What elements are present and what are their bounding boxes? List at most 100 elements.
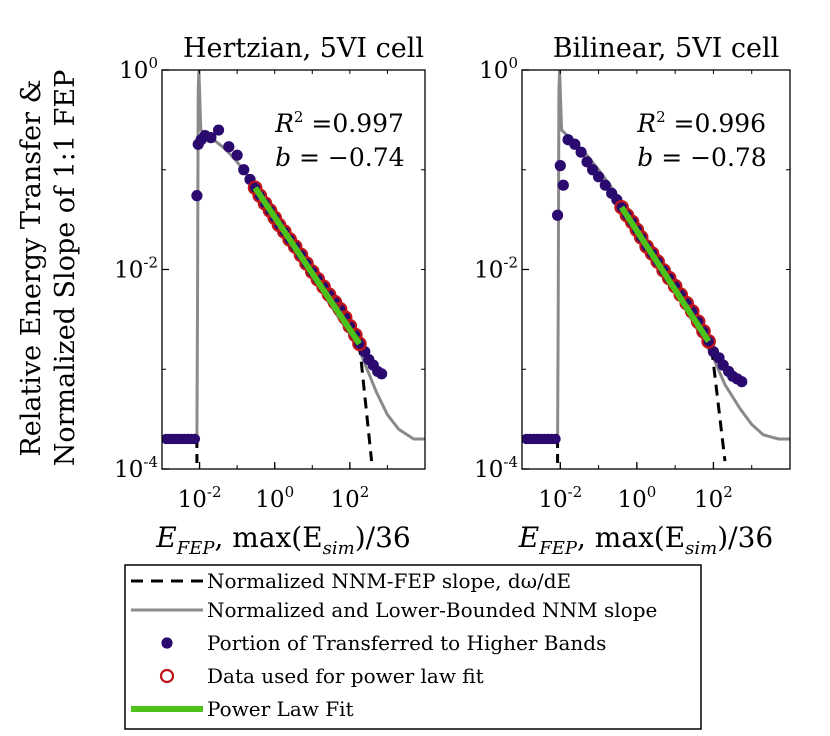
data-point-transferred [551, 209, 564, 221]
x-tick-label-base: 10 [538, 487, 567, 513]
legend-item-circle: Data used for power law fit [159, 664, 484, 688]
y-tick-label: 10-2 [114, 254, 158, 284]
x-axis-label-sub1: FEP [538, 538, 578, 559]
fit-data-point [352, 336, 367, 352]
data-point-transferred [205, 132, 217, 144]
x-axis-label: EFEP, max(Esim)/36 [518, 521, 773, 559]
data-point-transferred [592, 171, 605, 183]
legend-label: Normalized and Lower-Bounded NNM slope [207, 598, 657, 622]
legend-dot-symbol [161, 637, 173, 649]
power-law-fit-line [252, 186, 362, 346]
fit-data-point [262, 203, 278, 218]
y-axis-label: Relative Energy Transfer & Normalized Sl… [16, 70, 81, 467]
x-axis-label-mid: , max(E [577, 521, 685, 554]
b-symbol: b [637, 143, 653, 172]
x-tick-label: 100 [255, 483, 294, 513]
data-point-floor [550, 433, 561, 445]
y-tick-label-base: 10 [479, 58, 508, 84]
y-tick-label: 100 [479, 54, 518, 84]
data-point-transferred [581, 156, 593, 168]
data-point-transferred [599, 179, 611, 191]
y-tick-label-exponent: -2 [143, 254, 158, 272]
legend-item-dot: Portion of Transferred to Higher Bands [161, 631, 606, 655]
x-tick-label: 102 [330, 483, 369, 513]
legend-label: Portion of Transferred to Higher Bands [207, 631, 606, 655]
x-axis-label-sub2: sim [323, 538, 355, 559]
legend: Normalized NNM-FEP slope, dω/dE Normalize… [124, 564, 702, 730]
y-tick-label-base: 10 [474, 258, 503, 284]
exponent-annotation: b = −0.74 [275, 143, 404, 172]
y-tick-label: 10-4 [474, 453, 518, 483]
data-point-transferred [569, 138, 581, 150]
y-tick-label-exponent: 0 [508, 54, 518, 72]
chart-title: Hertzian, 5VI cell [183, 33, 424, 64]
y-axis-label-line1: Relative Energy Transfer & [16, 79, 47, 456]
x-tick-label-base: 10 [330, 487, 359, 513]
x-tick-label: 10-2 [538, 483, 582, 513]
y-tick-label: 100 [119, 54, 158, 84]
x-tick-label-base: 10 [694, 487, 723, 513]
x-axis-label: EFEP, max(Esim)/36 [155, 521, 410, 559]
x-axis-label-mid: , max(E [214, 521, 322, 554]
x-tick-label-exponent: -2 [207, 483, 222, 501]
y-tick-label-base: 10 [119, 58, 148, 84]
x-tick-label-base: 10 [617, 487, 646, 513]
legend-box [124, 564, 702, 730]
x-tick-label-exponent: 0 [285, 483, 295, 501]
plot-area [522, 70, 790, 469]
nnm-fep-dashed-line [710, 348, 727, 462]
data-point-transferred [223, 141, 235, 153]
x-tick-label: 102 [694, 483, 733, 513]
r-squared-annotation: R2 =0.997 [274, 108, 404, 138]
b-value: = −0.78 [653, 143, 766, 172]
r-squared-value: =0.997 [303, 109, 403, 138]
x-axis-label-sub1: FEP [176, 538, 216, 559]
data-point-transferred [212, 124, 225, 136]
x-axis-label-sub2: sim [685, 538, 717, 559]
y-tick-label-exponent: 0 [148, 54, 158, 72]
x-tick-label-base: 10 [178, 487, 207, 513]
y-tick-label-exponent: -4 [503, 453, 518, 471]
x-axis-label-e1: E [155, 521, 176, 554]
power-law-fit-line [619, 205, 712, 344]
x-tick-label-exponent: 2 [723, 483, 733, 501]
x-tick-label: 10-2 [178, 483, 222, 513]
x-tick-label-exponent: -2 [568, 483, 583, 501]
plot-area [162, 70, 425, 469]
b-symbol: b [275, 143, 291, 172]
exponent-annotation: b = −0.78 [637, 143, 766, 172]
b-value: = −0.74 [291, 143, 404, 172]
data-point-transferred [554, 160, 566, 172]
legend-item-gray: Normalized and Lower-Bounded NNM slope [131, 598, 657, 622]
data-point-transferred [238, 164, 250, 176]
data-point-transferred [575, 146, 587, 158]
data-point-transferred [231, 149, 243, 161]
y-tick-label-exponent: -2 [503, 254, 518, 272]
x-tick-label-exponent: 0 [647, 483, 657, 501]
r-squared-exponent: 2 [656, 108, 666, 126]
x-tick-label: 100 [617, 483, 656, 513]
legend-label: Data used for power law fit [207, 664, 484, 688]
r-squared-symbol: R [274, 109, 294, 138]
legend-circle-symbol [159, 668, 175, 684]
data-point-transferred [557, 179, 569, 191]
y-tick-label-base: 10 [474, 457, 503, 483]
r-squared-exponent: 2 [294, 108, 304, 126]
chart-title: Bilinear, 5VI cell [553, 33, 780, 64]
y-axis-label-line2: Normalized Slope of 1:1 FEP [50, 70, 81, 467]
nnm-fep-dashed-line [357, 343, 374, 462]
x-tick-label-base: 10 [255, 487, 284, 513]
r-squared-value: =0.996 [666, 109, 766, 138]
legend-label: Power Law Fit [207, 697, 354, 721]
fit-data-point [267, 210, 283, 226]
x-axis-label-e1: E [518, 521, 539, 554]
fit-data-point [247, 180, 263, 196]
fit-data-point [701, 334, 716, 349]
x-axis-label-end: )/36 [717, 521, 773, 554]
legend-item-dashed: Normalized NNM-FEP slope, dω/dE [131, 569, 571, 593]
r-squared-symbol: R [636, 109, 656, 138]
data-point-transferred [376, 368, 388, 380]
